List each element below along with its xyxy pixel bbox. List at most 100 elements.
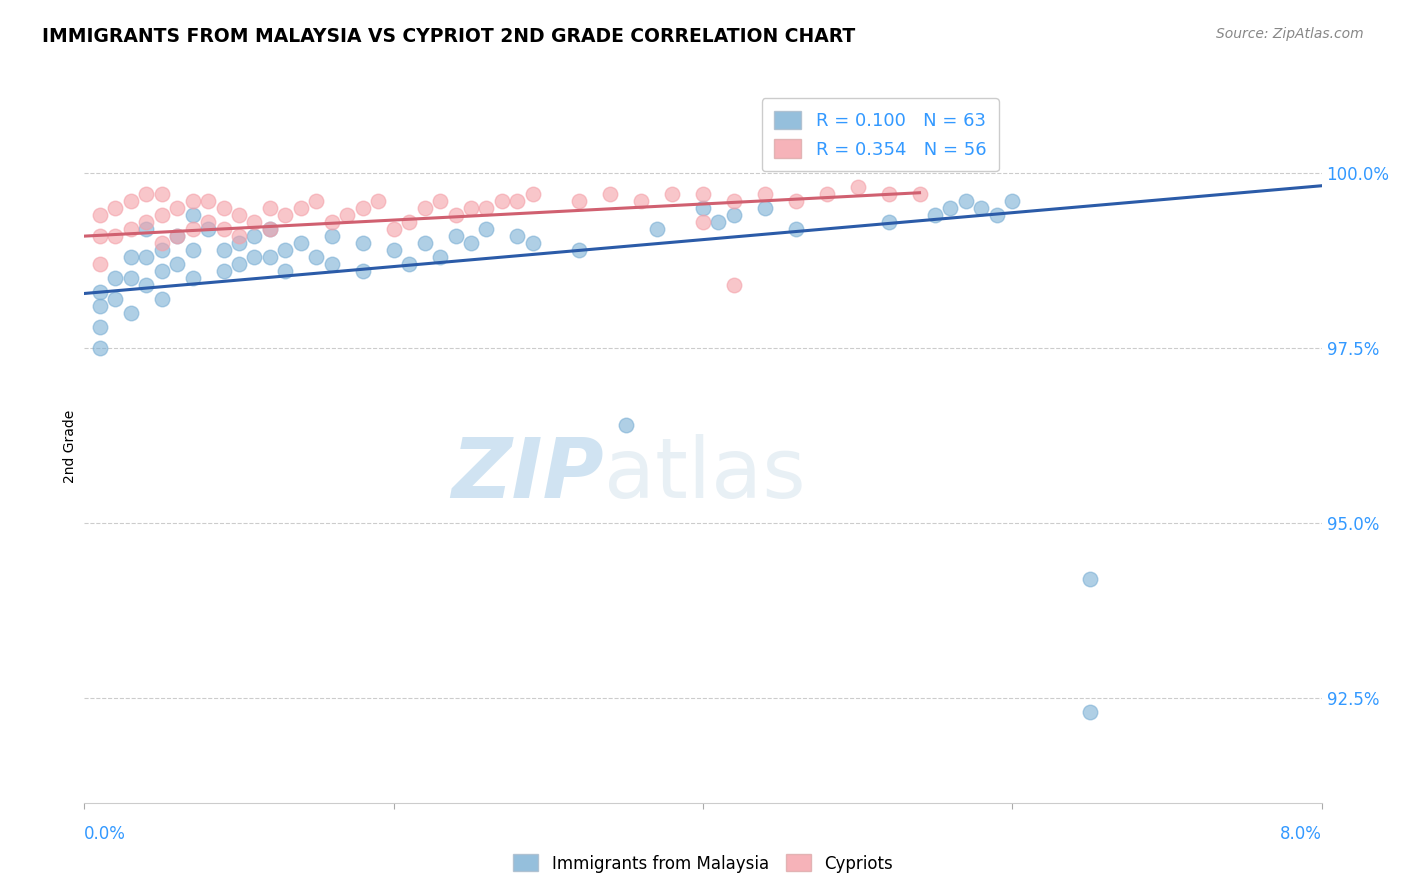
Point — [89, 299, 111, 313]
Point — [754, 187, 776, 202]
Point — [522, 236, 544, 251]
Point — [274, 243, 297, 257]
Point — [692, 201, 714, 215]
Point — [877, 187, 900, 202]
Point — [785, 222, 807, 236]
Point — [150, 187, 173, 202]
Point — [181, 271, 204, 285]
Point — [367, 194, 389, 208]
Text: 8.0%: 8.0% — [1279, 825, 1322, 843]
Point — [104, 201, 127, 215]
Point — [197, 222, 219, 236]
Text: 0.0%: 0.0% — [84, 825, 127, 843]
Point — [181, 222, 204, 236]
Point — [970, 201, 993, 215]
Point — [212, 243, 235, 257]
Point — [336, 208, 359, 222]
Point — [321, 257, 343, 271]
Point — [259, 201, 281, 215]
Point — [104, 271, 127, 285]
Point — [181, 208, 204, 222]
Point — [89, 320, 111, 334]
Point — [475, 222, 498, 236]
Point — [413, 236, 436, 251]
Point — [120, 306, 142, 320]
Point — [599, 187, 621, 202]
Point — [460, 236, 482, 251]
Point — [723, 278, 745, 293]
Point — [243, 215, 266, 229]
Point — [723, 208, 745, 222]
Point — [150, 264, 173, 278]
Point — [150, 243, 173, 257]
Point — [197, 194, 219, 208]
Point — [1078, 572, 1101, 586]
Point — [212, 201, 235, 215]
Point — [939, 201, 962, 215]
Point — [568, 243, 591, 257]
Point — [166, 257, 188, 271]
Point — [305, 194, 328, 208]
Legend: R = 0.100   N = 63, R = 0.354   N = 56: R = 0.100 N = 63, R = 0.354 N = 56 — [762, 98, 998, 171]
Point — [135, 222, 157, 236]
Point — [166, 229, 188, 244]
Point — [120, 271, 142, 285]
Point — [846, 180, 869, 194]
Point — [274, 264, 297, 278]
Point — [444, 208, 467, 222]
Point — [661, 187, 683, 202]
Point — [352, 264, 374, 278]
Point — [429, 250, 451, 264]
Point — [274, 208, 297, 222]
Point — [352, 201, 374, 215]
Point — [614, 417, 637, 432]
Point — [506, 229, 529, 244]
Text: IMMIGRANTS FROM MALAYSIA VS CYPRIOT 2ND GRADE CORRELATION CHART: IMMIGRANTS FROM MALAYSIA VS CYPRIOT 2ND … — [42, 27, 855, 45]
Point — [120, 250, 142, 264]
Point — [228, 257, 250, 271]
Point — [166, 229, 188, 244]
Point — [197, 215, 219, 229]
Point — [135, 187, 157, 202]
Point — [89, 341, 111, 355]
Point — [692, 187, 714, 202]
Point — [135, 250, 157, 264]
Point — [321, 229, 343, 244]
Point — [120, 194, 142, 208]
Point — [120, 222, 142, 236]
Point — [475, 201, 498, 215]
Point — [104, 229, 127, 244]
Point — [754, 201, 776, 215]
Text: atlas: atlas — [605, 434, 806, 515]
Point — [692, 215, 714, 229]
Point — [89, 208, 111, 222]
Point — [785, 194, 807, 208]
Point — [955, 194, 977, 208]
Point — [259, 250, 281, 264]
Point — [135, 215, 157, 229]
Point — [89, 285, 111, 299]
Point — [568, 194, 591, 208]
Point — [382, 222, 405, 236]
Point — [429, 194, 451, 208]
Point — [877, 215, 900, 229]
Point — [89, 229, 111, 244]
Y-axis label: 2nd Grade: 2nd Grade — [63, 409, 77, 483]
Point — [228, 236, 250, 251]
Point — [352, 236, 374, 251]
Point — [924, 208, 946, 222]
Text: ZIP: ZIP — [451, 434, 605, 515]
Point — [986, 208, 1008, 222]
Point — [382, 243, 405, 257]
Point — [460, 201, 482, 215]
Point — [166, 201, 188, 215]
Point — [444, 229, 467, 244]
Point — [398, 257, 420, 271]
Point — [259, 222, 281, 236]
Point — [228, 229, 250, 244]
Point — [150, 292, 173, 306]
Point — [305, 250, 328, 264]
Point — [150, 208, 173, 222]
Point — [1001, 194, 1024, 208]
Point — [243, 250, 266, 264]
